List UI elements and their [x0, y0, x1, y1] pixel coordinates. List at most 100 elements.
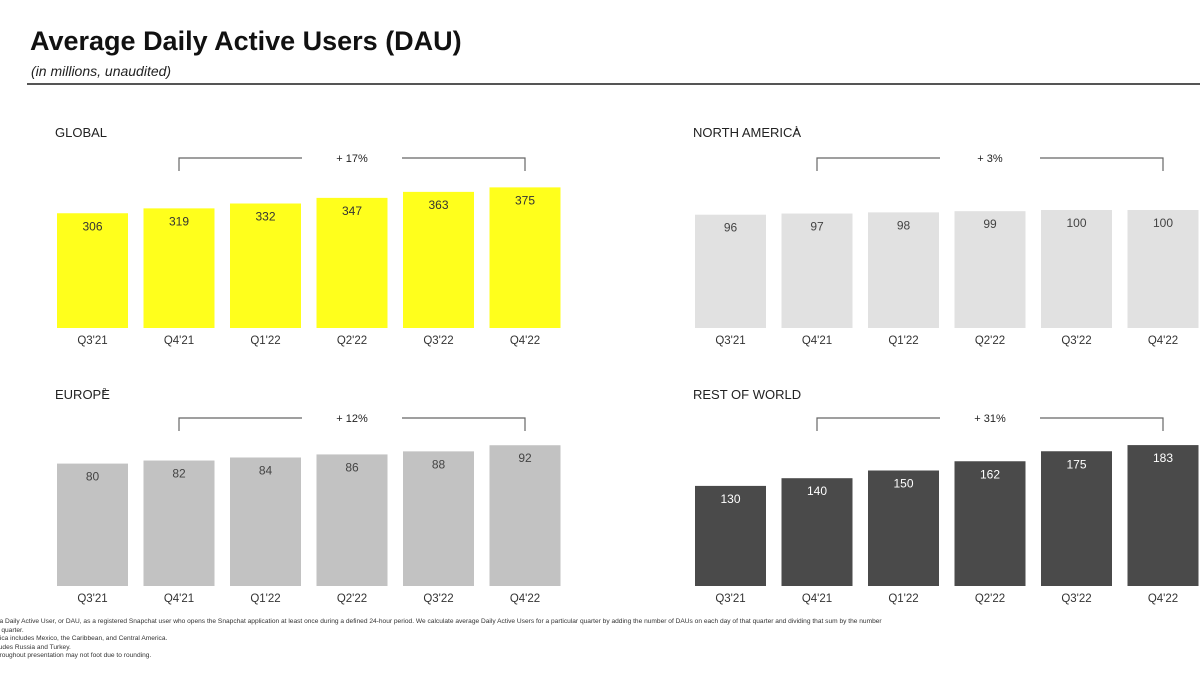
bar — [230, 457, 301, 586]
growth-bracket-right — [402, 417, 526, 431]
bar-value-label: 130 — [720, 492, 740, 506]
category-label: Q1'22 — [888, 335, 918, 347]
category-label: Q4'21 — [802, 593, 832, 605]
bar-value-label: 319 — [169, 214, 189, 228]
growth-label: + 3% — [977, 153, 1003, 165]
bar-value-label: 100 — [1066, 216, 1086, 230]
chart-title: REST OF WORLD — [693, 387, 801, 402]
category-label: Q2'22 — [337, 593, 367, 605]
bar — [1127, 210, 1199, 328]
bar — [781, 213, 853, 328]
growth-label: + 31% — [974, 413, 1006, 425]
category-label: Q2'22 — [337, 335, 367, 347]
category-label: Q3'21 — [715, 593, 745, 605]
footnotes: e a Daily Active User, or DAU, as a regi… — [0, 618, 1200, 661]
category-label: Q4'22 — [1148, 335, 1178, 347]
bar-value-label: 92 — [518, 451, 532, 465]
category-label: Q3'22 — [423, 335, 453, 347]
bar-value-label: 306 — [82, 219, 102, 233]
category-label: Q4'22 — [1148, 593, 1178, 605]
page-subtitle: (in millions, unaudited) — [31, 63, 172, 79]
category-label: Q4'21 — [164, 335, 194, 347]
bar-value-label: 347 — [342, 204, 362, 218]
footnote: erica includes Mexico, the Caribbean, an… — [0, 635, 168, 643]
bar-value-label: 183 — [1153, 451, 1173, 465]
bar-value-label: 175 — [1066, 457, 1086, 471]
bar-value-label: 150 — [893, 477, 913, 491]
category-label: Q4'21 — [802, 335, 832, 347]
category-label: Q3'21 — [715, 335, 745, 347]
category-label: Q4'22 — [510, 335, 540, 347]
bar — [781, 478, 853, 586]
bar-value-label: 332 — [255, 210, 275, 224]
bar — [1041, 210, 1112, 328]
footnote: at quarter. — [0, 626, 24, 634]
category-label: Q4'22 — [510, 593, 540, 605]
bar — [695, 214, 766, 328]
bar-value-label: 140 — [807, 484, 827, 498]
category-label: Q4'21 — [164, 593, 194, 605]
bar — [954, 461, 1026, 586]
growth-bracket-right — [1040, 157, 1164, 171]
bar — [868, 212, 939, 328]
bar — [403, 191, 474, 328]
category-label: Q3'22 — [1061, 335, 1091, 347]
growth-bracket-left — [816, 157, 940, 171]
growth-label: + 12% — [336, 413, 368, 425]
category-label: Q1'22 — [888, 593, 918, 605]
bar-value-label: 84 — [259, 463, 273, 477]
bar-value-label: 98 — [897, 218, 911, 232]
bar — [143, 460, 215, 586]
chart-title-footnote-marker: 2 — [103, 388, 107, 395]
category-label: Q2'22 — [975, 593, 1005, 605]
bar — [1127, 445, 1199, 586]
bar — [316, 197, 388, 328]
bar — [489, 445, 561, 586]
bar-value-label: 162 — [980, 467, 1000, 481]
bar-value-label: 363 — [428, 198, 448, 212]
bar-value-label: 375 — [515, 193, 535, 207]
category-label: Q1'22 — [250, 335, 280, 347]
bar-value-label: 100 — [1153, 216, 1173, 230]
bar — [403, 451, 474, 586]
bar — [143, 208, 215, 328]
chart-title: NORTH AMERICA — [693, 125, 801, 140]
bar — [868, 470, 939, 586]
category-label: Q2'22 — [975, 335, 1005, 347]
bar-value-label: 88 — [432, 457, 446, 471]
footnote: cludes Russia and Turkey. — [0, 643, 71, 651]
bar — [230, 203, 301, 328]
bar — [954, 211, 1026, 328]
bar — [489, 187, 561, 328]
growth-bracket-left — [178, 417, 302, 431]
bar-value-label: 99 — [983, 217, 997, 231]
bar — [695, 485, 766, 586]
growth-bracket-left — [816, 417, 940, 431]
bar-value-label: 86 — [345, 460, 359, 474]
footnote: e a Daily Active User, or DAU, as a regi… — [0, 618, 882, 625]
bar — [1041, 451, 1112, 586]
bar — [57, 213, 128, 328]
chart-title: EUROPE — [55, 387, 110, 402]
category-label: Q1'22 — [250, 593, 280, 605]
growth-bracket-right — [402, 157, 526, 171]
category-label: Q3'21 — [77, 335, 107, 347]
bar-value-label: 97 — [810, 220, 824, 234]
bar — [57, 463, 128, 586]
bar — [316, 454, 388, 586]
category-label: Q3'22 — [1061, 593, 1091, 605]
page-title: Average Daily Active Users (DAU) — [30, 26, 462, 56]
category-label: Q3'21 — [77, 593, 107, 605]
chart-title-footnote-marker: 1 — [795, 126, 799, 133]
growth-bracket-right — [1040, 417, 1164, 431]
category-label: Q3'22 — [423, 593, 453, 605]
growth-bracket-left — [178, 157, 302, 171]
title-divider — [27, 83, 1200, 85]
chart-title: GLOBAL — [55, 125, 107, 140]
footnote: throughout presentation may not foot due… — [0, 652, 152, 660]
bar-value-label: 80 — [86, 470, 100, 484]
bar-value-label: 82 — [172, 467, 186, 481]
bar-value-label: 96 — [724, 221, 738, 235]
growth-label: + 17% — [336, 153, 368, 165]
